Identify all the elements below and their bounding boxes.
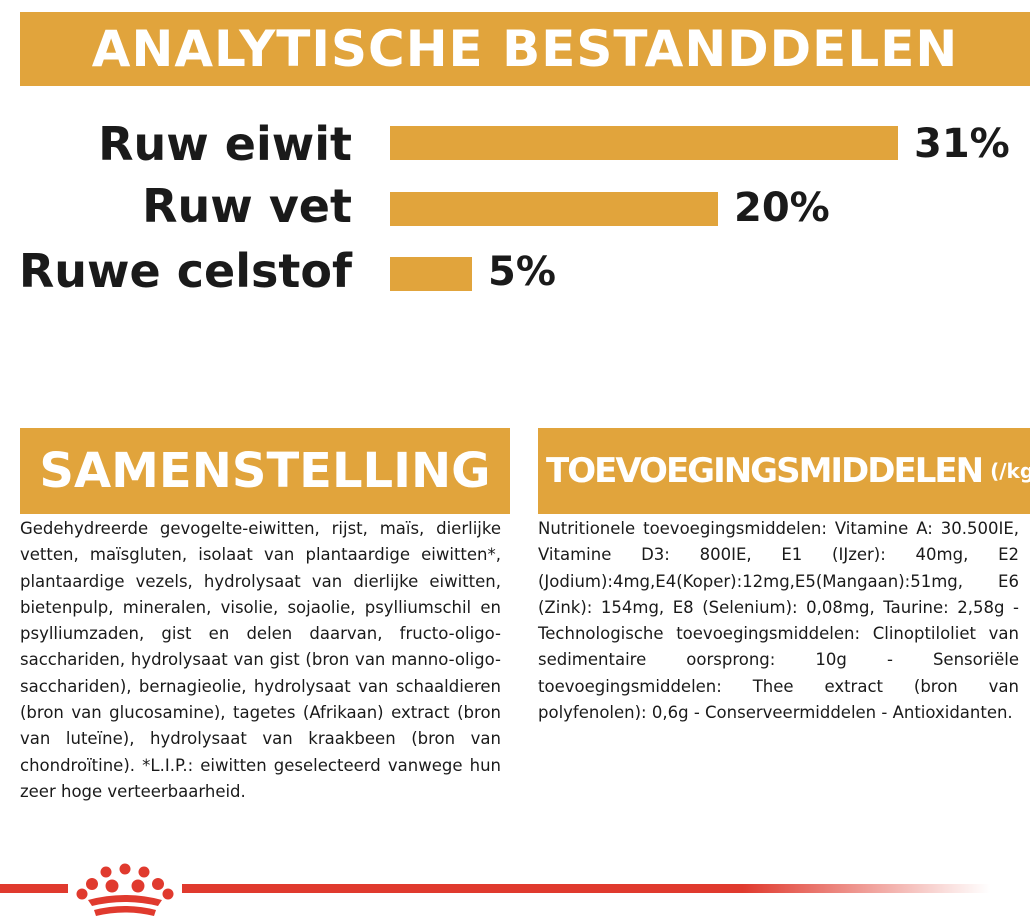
- additives-title: TOEVOEGINGSMIDDELEN: [546, 451, 984, 491]
- bar-fiber: [390, 257, 472, 291]
- crown-logo-icon: [68, 862, 182, 920]
- bar-value-fat: 20%: [734, 185, 830, 231]
- composition-title-banner: SAMENSTELLING: [20, 428, 510, 514]
- row-label-fat: Ruw vet: [142, 179, 352, 233]
- bar-value-fiber: 5%: [488, 249, 556, 295]
- bar-protein: [390, 126, 898, 160]
- bar-fat: [390, 192, 718, 226]
- row-label-fiber: Ruwe celstof: [18, 244, 352, 298]
- analysis-title-banner: ANALYTISCHE BESTANDDELEN: [20, 12, 1030, 86]
- additives-title-banner: TOEVOEGINGSMIDDELEN (/kg): [538, 428, 1030, 514]
- row-label-protein: Ruw eiwit: [98, 117, 352, 171]
- additives-text: Nutritionele toevoegingsmiddelen: Vitami…: [538, 519, 1019, 723]
- composition-title: SAMENSTELLING: [39, 443, 491, 499]
- footer-accent-line: [0, 884, 990, 893]
- additives-unit: (/kg): [990, 459, 1030, 483]
- analysis-title: ANALYTISCHE BESTANDDELEN: [91, 20, 959, 78]
- bar-value-protein: 31%: [914, 121, 1010, 167]
- composition-text: Gedehydreerde gevogelte-eiwitten, rijst,…: [20, 519, 501, 801]
